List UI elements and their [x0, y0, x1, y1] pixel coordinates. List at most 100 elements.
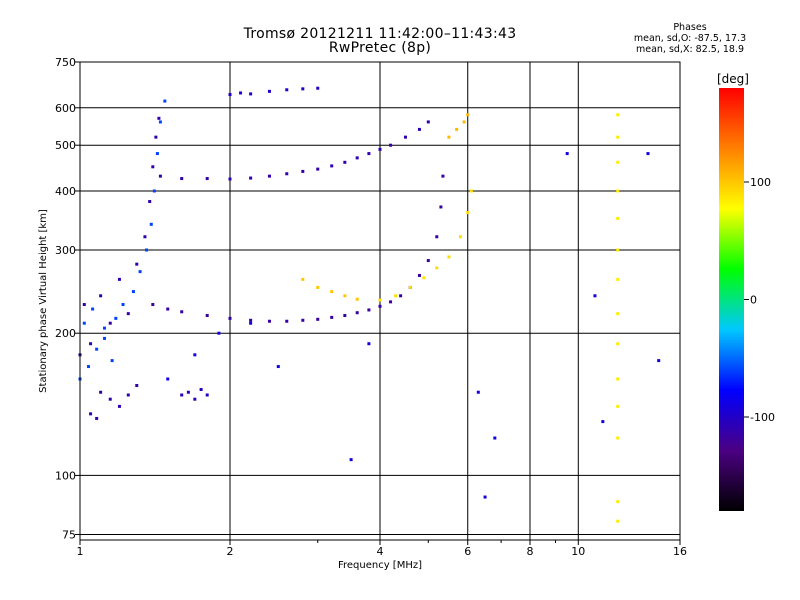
- data-point: [616, 519, 620, 523]
- data-point: [180, 177, 184, 181]
- data-point: [267, 319, 271, 323]
- data-point: [99, 390, 103, 394]
- data-point: [426, 259, 430, 263]
- data-point: [114, 316, 118, 320]
- y-tick-label: 300: [55, 244, 76, 257]
- data-point: [205, 314, 209, 318]
- phases-stats-title: Phases: [673, 22, 707, 33]
- data-point: [646, 152, 650, 156]
- data-point: [228, 93, 232, 97]
- data-point: [82, 303, 86, 307]
- y-tick-label: 75: [62, 528, 76, 541]
- data-point: [89, 412, 93, 416]
- data-point: [301, 277, 305, 281]
- data-point: [157, 116, 161, 120]
- data-point: [149, 222, 153, 226]
- data-point: [163, 99, 167, 103]
- data-point: [285, 319, 289, 323]
- data-point: [367, 308, 371, 312]
- data-point: [355, 311, 359, 315]
- data-point: [343, 294, 347, 298]
- data-point: [466, 113, 470, 117]
- data-point: [199, 388, 203, 392]
- data-point: [205, 393, 209, 397]
- data-point: [193, 353, 197, 357]
- data-point: [228, 177, 232, 181]
- x-axis-label: Frequency [MHz]: [338, 560, 422, 571]
- data-point: [301, 87, 305, 91]
- data-point: [205, 177, 209, 181]
- y-axis-label: Stationary phase Virtual Height [km]: [38, 209, 49, 393]
- data-point: [389, 143, 393, 147]
- colorbar-scale: [719, 88, 744, 511]
- y-tick-label: 750: [55, 56, 76, 69]
- data-point: [455, 127, 459, 131]
- phases-stats-o-mode: mean, sd,O: -87.5, 17.3: [633, 33, 747, 44]
- data-point: [343, 314, 347, 318]
- data-point: [166, 377, 170, 381]
- data-point: [285, 88, 289, 92]
- data-point: [330, 290, 334, 294]
- data-point: [417, 273, 421, 277]
- phases-stats-x-mode: mean, sd,X: 82.5, 18.9: [635, 44, 745, 55]
- data-point: [657, 359, 661, 363]
- axis-layer: 1 2 4 6 8 10 16 75 100 200 300 400 500 600 750: [55, 56, 687, 558]
- y-tick-label: 400: [55, 185, 76, 198]
- data-point: [148, 200, 152, 204]
- points-layer: [78, 86, 661, 523]
- data-point: [155, 152, 159, 156]
- data-point: [355, 156, 359, 160]
- data-point: [435, 235, 439, 239]
- data-point: [447, 255, 451, 259]
- data-point: [110, 359, 114, 363]
- y-tick-label: 600: [55, 102, 76, 115]
- data-point: [439, 205, 443, 209]
- data-point: [593, 294, 597, 298]
- data-point: [126, 312, 130, 316]
- data-point: [408, 285, 412, 289]
- x-tick-label: 1: [77, 545, 84, 558]
- data-point: [493, 436, 497, 440]
- data-point: [180, 393, 184, 397]
- data-point: [249, 176, 253, 180]
- data-point: [103, 326, 107, 330]
- data-point: [151, 165, 155, 169]
- colorbar-tick-label: 100: [750, 176, 771, 189]
- y-tick-label: 500: [55, 139, 76, 152]
- data-point: [138, 270, 142, 274]
- data-point: [217, 331, 221, 335]
- data-point: [108, 397, 112, 401]
- data-point: [426, 120, 430, 124]
- data-point: [249, 321, 253, 325]
- data-point: [462, 120, 466, 124]
- data-point: [616, 189, 620, 193]
- data-point: [316, 317, 320, 321]
- data-point: [367, 152, 371, 156]
- data-point: [343, 160, 347, 164]
- data-point: [458, 235, 462, 239]
- data-point: [121, 303, 125, 307]
- data-point: [441, 174, 445, 178]
- data-point: [108, 321, 112, 325]
- data-point: [378, 298, 382, 302]
- data-point: [103, 336, 107, 340]
- data-point: [143, 235, 147, 239]
- data-point: [158, 174, 162, 178]
- data-point: [616, 377, 620, 381]
- data-point: [301, 169, 305, 173]
- data-point: [476, 390, 480, 394]
- colorbar: [deg] 100 0 -100: [717, 72, 775, 511]
- data-point: [616, 216, 620, 220]
- data-point: [316, 86, 320, 90]
- colorbar-tick-label: -100: [750, 411, 775, 424]
- data-point: [151, 303, 155, 307]
- data-point: [616, 404, 620, 408]
- data-point: [117, 277, 121, 281]
- y-tick-label: 100: [55, 469, 76, 482]
- data-point: [135, 262, 139, 266]
- data-point: [616, 436, 620, 440]
- x-tick-label: 6: [464, 545, 471, 558]
- data-point: [285, 172, 289, 176]
- data-point: [435, 266, 439, 270]
- x-tick-label: 10: [571, 545, 585, 558]
